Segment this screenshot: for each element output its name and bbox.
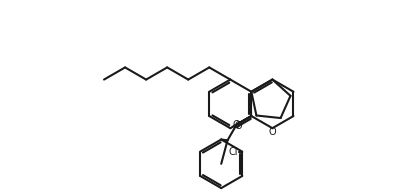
Text: Cl: Cl (228, 147, 238, 157)
Text: O: O (234, 121, 242, 131)
Text: O: O (233, 120, 240, 130)
Text: O: O (269, 127, 276, 137)
